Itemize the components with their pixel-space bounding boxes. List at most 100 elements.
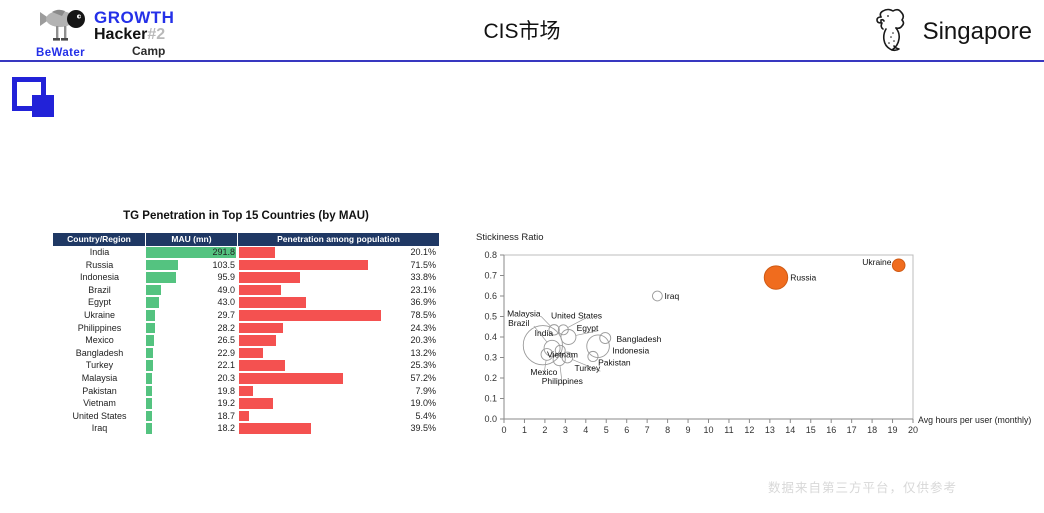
mau-bar — [146, 423, 152, 434]
penetration-bar — [239, 247, 276, 258]
penetration-cell: 71.5% — [238, 259, 439, 272]
overlapping-squares-icon — [12, 77, 54, 118]
mau-bar — [146, 284, 162, 296]
mau-bar — [146, 410, 152, 422]
bubble-brazil — [543, 339, 561, 357]
stickiness-scatter-chart: Stickiness Ratio 0.0 0.1 0.2 0.3 0.4 0.5 0.6 0.7… — [476, 228, 1044, 444]
mau-cell: 49.0 — [146, 284, 238, 297]
penetration-bar — [239, 360, 285, 371]
outline-square — [12, 77, 46, 111]
country-cell: Pakistan — [82, 385, 117, 396]
penetration-bar — [239, 347, 263, 359]
mau-cell: 19.2 — [146, 397, 238, 410]
table-row: Philippines 28.2 24.3% — [53, 322, 439, 335]
mau-value: 18.2 — [217, 423, 235, 434]
mau-value: 49.0 — [217, 284, 235, 295]
x-tick-label: 13 — [765, 425, 775, 435]
y-tick-label: 0.4 — [484, 332, 497, 342]
y-tick-label: 0.7 — [484, 271, 497, 281]
mau-cell: 22.1 — [146, 359, 238, 372]
table-row: Turkey 22.1 25.3% — [53, 359, 439, 372]
merlion-icon — [871, 7, 913, 58]
bubble-label-bangladesh: Bangladesh — [616, 334, 661, 344]
mau-cell: 95.9 — [146, 271, 238, 284]
country-cell: Iraq — [91, 423, 108, 434]
x-tick-label: 16 — [826, 425, 836, 435]
table-row: Russia 103.5 71.5% — [53, 259, 439, 272]
table-row: Pakistan 19.8 7.9% — [53, 385, 439, 398]
mau-bar — [146, 297, 160, 308]
watermark-text: 数据来自第三方平台，仅供参考 — [768, 481, 958, 495]
table-row: Egypt 43.0 36.9% — [53, 296, 439, 309]
penetration-value: 20.1% — [410, 247, 436, 257]
mau-value: 26.5 — [217, 335, 235, 346]
penetration-value: 33.8% — [410, 272, 436, 283]
penetration-bar — [239, 322, 283, 334]
penetration-bar — [239, 272, 301, 283]
bubble-mexico — [540, 348, 554, 361]
page-title: CIS市场 — [483, 20, 561, 43]
country-cell: Malaysia — [81, 372, 118, 383]
leader-line-mexico — [543, 360, 547, 375]
singapore-logo: Singapore — [871, 8, 1032, 56]
x-tick-label: 11 — [724, 425, 733, 435]
col-header-penetration: Penetration among population — [238, 233, 439, 246]
penetration-bar — [239, 297, 306, 308]
bubble-label-brazil: Brazil — [508, 318, 529, 328]
penetration-bar — [239, 309, 381, 321]
penetration-cell: 20.3% — [238, 334, 439, 347]
bubble-label-russia: Russia — [790, 273, 816, 283]
leader-line-malaysia — [540, 316, 551, 327]
x-tick-label: 1 — [522, 425, 527, 435]
penetration-cell: 24.3% — [238, 322, 439, 335]
y-tick-label: 0.1 — [484, 394, 497, 404]
x-tick-label: 8 — [665, 425, 670, 435]
mau-cell: 291.8 — [146, 246, 238, 259]
penetration-value: 25.3% — [410, 360, 436, 371]
penetration-value: 39.5% — [410, 423, 436, 434]
table-row: India 291.8 20.1% — [53, 246, 439, 259]
table-row: Mexico 26.5 20.3% — [53, 334, 439, 347]
leader-line-united-states — [567, 318, 586, 328]
penetration-cell: 25.3% — [238, 359, 439, 372]
bubble-label-turkey: Turkey — [575, 363, 601, 373]
penetration-value: 13.2% — [410, 347, 436, 358]
mau-cell: 22.9 — [146, 347, 238, 360]
table-row: United States 18.7 5.4% — [53, 410, 439, 423]
bewater-logo: GROWTH Hacker#2 Camp BeWater — [28, 4, 198, 60]
penetration-cell: 39.5% — [238, 422, 439, 435]
x-tick-label: 6 — [624, 425, 629, 435]
penetration-cell: 78.5% — [238, 309, 439, 322]
brand-number: #2 — [147, 26, 166, 43]
mau-bar — [146, 247, 236, 258]
mau-bar — [146, 385, 153, 397]
leader-line-brazil — [533, 325, 548, 343]
country-cell: Indonesia — [79, 272, 120, 283]
bubble-label-philippines: Philippines — [542, 376, 583, 386]
brand-bewater: BeWater — [36, 47, 86, 59]
country-cell: Vietnam — [83, 398, 116, 409]
table-row: Indonesia 95.9 33.8% — [53, 271, 439, 284]
penetration-value: 78.5% — [410, 309, 436, 320]
country-cell: Russia — [85, 259, 114, 270]
bubble-egypt — [560, 329, 577, 345]
country-cell: United States — [72, 410, 127, 421]
penetration-value: 19.0% — [410, 398, 436, 409]
bubble-ukraine — [891, 258, 906, 273]
mau-bar — [146, 360, 153, 371]
mau-value: 95.9 — [217, 272, 235, 283]
penetration-cell: 23.1% — [238, 284, 439, 297]
mau-bar — [146, 372, 153, 384]
country-cell: Mexico — [85, 335, 114, 346]
x-tick-label: 0 — [501, 425, 506, 435]
penetration-value: 23.1% — [410, 284, 436, 295]
leader-line-egypt — [575, 330, 599, 336]
penetration-value: 24.3% — [410, 322, 436, 333]
mau-cell: 28.2 — [146, 322, 238, 335]
table-header: Country/Region MAU (mn) Penetration amon… — [53, 233, 439, 246]
penetration-table-chart: TG Penetration in Top 15 Countries (by M… — [53, 210, 439, 435]
bubble-bangladesh — [599, 332, 612, 344]
mau-value: 43.0 — [217, 297, 235, 308]
bubble-philippines — [552, 353, 566, 367]
x-tick-label: 2 — [542, 425, 547, 435]
